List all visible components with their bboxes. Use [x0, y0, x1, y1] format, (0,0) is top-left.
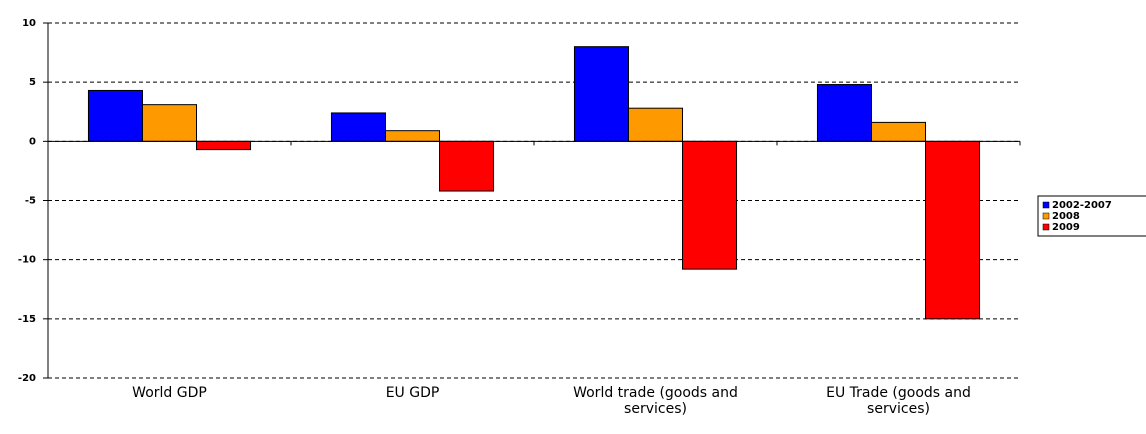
- x-tick-label: EU GDP: [385, 385, 440, 401]
- bar: [384, 130, 441, 142]
- x-tick-label: World GDP: [132, 385, 207, 401]
- legend-swatch: [1042, 201, 1050, 209]
- legend-label: 2008: [1052, 211, 1080, 222]
- y-tick-label: 0: [29, 136, 36, 147]
- bar: [627, 107, 684, 142]
- y-tick-label: -5: [25, 196, 36, 207]
- bar: [925, 140, 981, 320]
- legend-box: [1037, 195, 1146, 237]
- bar: [573, 46, 629, 142]
- y-tick-label: -15: [18, 314, 36, 325]
- x-tick-label: World trade (goods and services): [573, 385, 738, 417]
- bar: [439, 140, 495, 192]
- bar: [816, 84, 872, 142]
- y-tick-label: -10: [18, 255, 36, 266]
- bar: [330, 112, 386, 142]
- legend-label: 2002-2007: [1052, 200, 1112, 211]
- bar: [141, 104, 198, 142]
- x-tick-label: EU Trade (goods and services): [826, 385, 971, 417]
- legend-swatch: [1042, 212, 1050, 220]
- y-tick-label: -20: [18, 373, 36, 384]
- bar: [196, 140, 252, 151]
- bar: [682, 140, 738, 270]
- legend-label: 2009: [1052, 222, 1080, 233]
- y-tick-label: 10: [22, 18, 36, 29]
- legend-swatch: [1042, 223, 1050, 231]
- bar: [87, 89, 143, 142]
- bar: [870, 121, 927, 142]
- y-tick-label: 5: [29, 77, 36, 88]
